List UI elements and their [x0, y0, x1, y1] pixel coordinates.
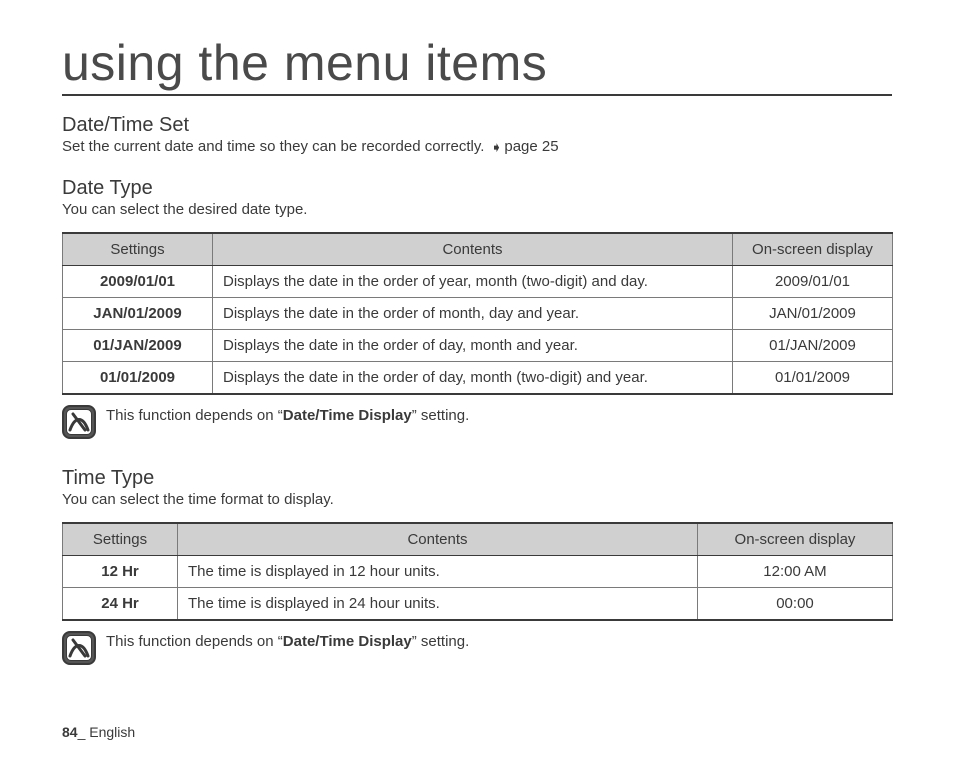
footer-language: English [89, 724, 135, 740]
footer-separator: _ [78, 724, 90, 740]
table-cell: Displays the date in the order of month,… [213, 298, 733, 330]
section-date-time-set: Date/Time Set Set the current date and t… [62, 114, 892, 155]
note-suffix: ” setting. [412, 633, 470, 650]
note-bold: Date/Time Display [283, 633, 412, 650]
heading-date-type: Date Type [62, 177, 892, 200]
table-row: 01/JAN/2009Displays the date in the orde… [63, 330, 893, 362]
table-cell: The time is displayed in 24 hour units. [178, 588, 698, 621]
note-icon [62, 405, 96, 439]
note-date-type: This function depends on “Date/Time Disp… [62, 405, 892, 439]
pageref-arrow-icon: ➧ [491, 139, 503, 156]
table-cell: Displays the date in the order of day, m… [213, 362, 733, 395]
table-row: 24 HrThe time is displayed in 24 hour un… [63, 588, 893, 621]
table-cell: The time is displayed in 12 hour units. [178, 556, 698, 588]
note-prefix: This function depends on “ [106, 407, 283, 424]
table-cell: JAN/01/2009 [63, 298, 213, 330]
table-row: JAN/01/2009Displays the date in the orde… [63, 298, 893, 330]
table-header: Settings [63, 523, 178, 556]
table-cell: 01/JAN/2009 [63, 330, 213, 362]
table-header: On-screen display [698, 523, 893, 556]
table-cell: 24 Hr [63, 588, 178, 621]
table-cell: Displays the date in the order of day, m… [213, 330, 733, 362]
note-bold: Date/Time Display [283, 407, 412, 424]
desc-date-time-set: Set the current date and time so they ca… [62, 138, 892, 155]
table-cell: 2009/01/01 [63, 266, 213, 298]
table-row: 01/01/2009Displays the date in the order… [63, 362, 893, 395]
table-header: Contents [213, 233, 733, 266]
section-time-type: Time Type You can select the time format… [62, 467, 892, 665]
note-prefix: This function depends on “ [106, 633, 283, 650]
table-header: On-screen display [733, 233, 893, 266]
table-row: 12 HrThe time is displayed in 12 hour un… [63, 556, 893, 588]
note-suffix: ” setting. [412, 407, 470, 424]
table-cell: 2009/01/01 [733, 266, 893, 298]
table-cell: 01/JAN/2009 [733, 330, 893, 362]
table-cell: 01/01/2009 [63, 362, 213, 395]
table-cell: Displays the date in the order of year, … [213, 266, 733, 298]
footer-page-number: 84 [62, 724, 78, 740]
table-cell: 01/01/2009 [733, 362, 893, 395]
note-time-type: This function depends on “Date/Time Disp… [62, 631, 892, 665]
desc-text: Set the current date and time so they ca… [62, 138, 489, 155]
footer: 84_ English [62, 724, 135, 740]
table-time-type: SettingsContentsOn-screen display 12 HrT… [62, 522, 893, 621]
table-header: Settings [63, 233, 213, 266]
pageref-text: page 25 [504, 138, 558, 155]
table-cell: 12 Hr [63, 556, 178, 588]
note-text: This function depends on “Date/Time Disp… [106, 631, 469, 650]
table-cell: 00:00 [698, 588, 893, 621]
desc-time-type: You can select the time format to displa… [62, 491, 892, 508]
table-row: 2009/01/01Displays the date in the order… [63, 266, 893, 298]
table-date-type: SettingsContentsOn-screen display 2009/0… [62, 232, 893, 395]
heading-date-time-set: Date/Time Set [62, 114, 892, 137]
heading-time-type: Time Type [62, 467, 892, 490]
page-title: using the menu items [62, 34, 892, 96]
desc-date-type: You can select the desired date type. [62, 201, 892, 218]
note-text: This function depends on “Date/Time Disp… [106, 405, 469, 424]
section-date-type: Date Type You can select the desired dat… [62, 177, 892, 439]
table-header: Contents [178, 523, 698, 556]
table-cell: JAN/01/2009 [733, 298, 893, 330]
note-icon [62, 631, 96, 665]
table-cell: 12:00 AM [698, 556, 893, 588]
